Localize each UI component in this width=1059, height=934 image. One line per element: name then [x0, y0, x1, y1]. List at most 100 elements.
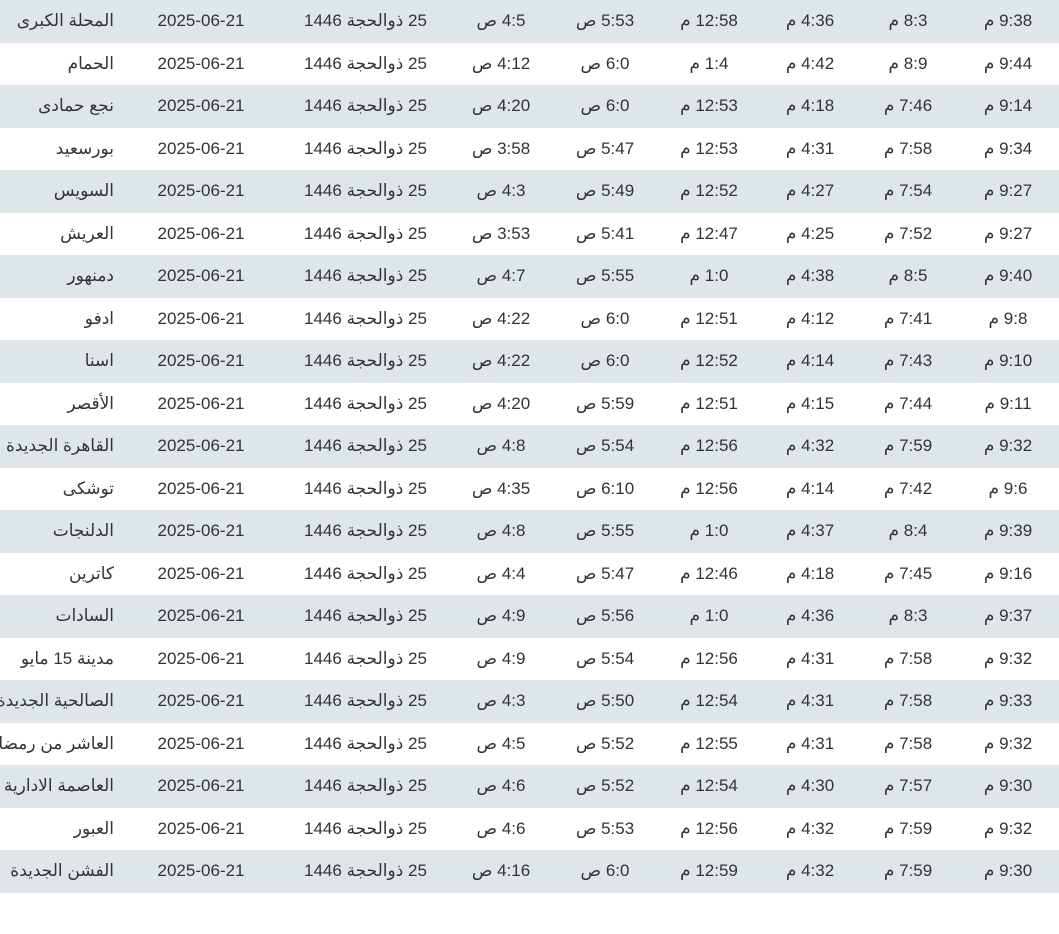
cell-isha: 9:30 م — [983, 776, 1033, 796]
cell-city: توشكى — [62, 478, 114, 498]
cell-asr: 4:37 م — [785, 521, 835, 541]
cell-shuruq: 6:0 ص — [580, 53, 630, 73]
cell-isha: 9:30 م — [983, 861, 1033, 881]
cell-isha: 9:16 م — [983, 563, 1033, 583]
cell-city: القاهرة الجديدة — [5, 436, 114, 456]
cell-shuruq: 5:55 ص — [575, 521, 635, 541]
cell-maghrib: 7:43 م — [883, 351, 933, 371]
cell-city: كاترين — [68, 563, 114, 583]
cell-fajr: 4:20 ص — [471, 96, 531, 116]
cell-city: السويس — [53, 181, 114, 201]
table-row: 9:39 م 8:4 م 4:37 م 1:0 م 5:55 ص 4:8 ص 25 ذوال… — [0, 510, 1059, 553]
table-row: 9:10 م 7:43 م 4:14 م 12:52 م 6:0 ص 4:22 ص 25 ذ… — [0, 340, 1059, 383]
cell-dhuhr: 12:54 م — [680, 776, 738, 796]
cell-shuruq: 6:0 ص — [580, 861, 630, 881]
cell-dhuhr: 12:46 م — [680, 563, 738, 583]
cell-gregorian: 2025-06-21 — [157, 606, 245, 626]
cell-gregorian: 2025-06-21 — [157, 563, 245, 583]
cell-isha: 9:32 م — [983, 733, 1033, 753]
cell-fajr: 4:8 ص — [476, 436, 526, 456]
cell-hijri: 25 ذوالحجة 1446 — [304, 776, 427, 796]
cell-city: نجع حمادى — [38, 96, 114, 116]
cell-maghrib: 7:59 م — [883, 436, 933, 456]
cell-isha: 9:10 م — [983, 351, 1033, 371]
cell-city: دمنهور — [67, 266, 114, 286]
cell-gregorian: 2025-06-21 — [157, 818, 245, 838]
cell-gregorian: 2025-06-21 — [157, 351, 245, 371]
cell-hijri: 25 ذوالحجة 1446 — [304, 351, 427, 371]
cell-gregorian: 2025-06-21 — [157, 53, 245, 73]
cell-isha: 9:8 م — [988, 308, 1028, 328]
cell-gregorian: 2025-06-21 — [157, 11, 245, 31]
cell-hijri: 25 ذوالحجة 1446 — [304, 266, 427, 286]
prayer-times-body: 9:38 م 8:3 م 4:36 م 12:58 م 5:53 ص 4:5 ص 25 ذو… — [0, 0, 1059, 893]
cell-shuruq: 5:47 ص — [575, 563, 635, 583]
cell-fajr: 4:5 ص — [476, 733, 526, 753]
cell-isha: 9:6 م — [988, 478, 1028, 498]
cell-asr: 4:14 م — [785, 478, 835, 498]
table-row: 9:37 م 8:3 م 4:36 م 1:0 م 5:56 ص 4:9 ص 25 ذوال… — [0, 595, 1059, 638]
cell-asr: 4:31 م — [785, 691, 835, 711]
table-row: 9:32 م 7:59 م 4:32 م 12:56 م 5:53 ص 4:6 ص 25 ذ… — [0, 807, 1059, 850]
cell-hijri: 25 ذوالحجة 1446 — [304, 11, 427, 31]
table-row: 9:33 م 7:58 م 4:31 م 12:54 م 5:50 ص 4:3 ص 25 ذ… — [0, 680, 1059, 723]
cell-city: الفشن الجديدة — [10, 861, 114, 881]
table-row: 9:16 م 7:45 م 4:18 م 12:46 م 5:47 ص 4:4 ص 25 ذ… — [0, 552, 1059, 595]
cell-gregorian: 2025-06-21 — [157, 478, 245, 498]
cell-asr: 4:27 م — [785, 181, 835, 201]
cell-dhuhr: 1:0 م — [689, 266, 729, 286]
cell-asr: 4:36 م — [785, 606, 835, 626]
cell-city: بورسعيد — [55, 138, 114, 158]
cell-gregorian: 2025-06-21 — [157, 181, 245, 201]
cell-shuruq: 5:52 ص — [575, 733, 635, 753]
cell-city: اسنا — [84, 351, 114, 371]
cell-hijri: 25 ذوالحجة 1446 — [304, 53, 427, 73]
cell-dhuhr: 12:52 م — [680, 181, 738, 201]
cell-city: العاصمة الادارية الجديدة — [0, 776, 114, 796]
cell-fajr: 4:8 ص — [476, 521, 526, 541]
cell-hijri: 25 ذوالحجة 1446 — [304, 648, 427, 668]
cell-shuruq: 6:0 ص — [580, 96, 630, 116]
cell-gregorian: 2025-06-21 — [157, 266, 245, 286]
table-row: 9:32 م 7:58 م 4:31 م 12:55 م 5:52 ص 4:5 ص 25 ذ… — [0, 722, 1059, 765]
cell-dhuhr: 12:56 م — [680, 436, 738, 456]
cell-fajr: 4:3 ص — [476, 181, 526, 201]
cell-dhuhr: 12:51 م — [680, 393, 738, 413]
cell-isha: 9:14 م — [983, 96, 1033, 116]
table-row: 9:11 م 7:44 م 4:15 م 12:51 م 5:59 ص 4:20 ص 25 … — [0, 382, 1059, 425]
table-row: 9:38 م 8:3 م 4:36 م 12:58 م 5:53 ص 4:5 ص 25 ذو… — [0, 0, 1059, 43]
cell-city: مدينة 15 مايو — [20, 648, 114, 668]
cell-dhuhr: 1:0 م — [689, 521, 729, 541]
cell-hijri: 25 ذوالحجة 1446 — [304, 521, 427, 541]
cell-hijri: 25 ذوالحجة 1446 — [304, 733, 427, 753]
cell-fajr: 4:4 ص — [476, 563, 526, 583]
cell-asr: 4:32 م — [785, 861, 835, 881]
cell-maghrib: 7:41 م — [883, 308, 933, 328]
cell-isha: 9:38 م — [983, 11, 1033, 31]
table-row: 9:27 م 7:52 م 4:25 م 12:47 م 5:41 ص 3:53 ص 25 … — [0, 212, 1059, 255]
cell-fajr: 4:16 ص — [471, 861, 531, 881]
cell-hijri: 25 ذوالحجة 1446 — [304, 818, 427, 838]
cell-maghrib: 8:3 م — [888, 606, 928, 626]
cell-gregorian: 2025-06-21 — [157, 861, 245, 881]
cell-asr: 4:38 م — [785, 266, 835, 286]
cell-gregorian: 2025-06-21 — [157, 733, 245, 753]
cell-dhuhr: 1:0 م — [689, 606, 729, 626]
cell-maghrib: 7:57 م — [883, 776, 933, 796]
cell-city: العبور — [73, 818, 114, 838]
cell-shuruq: 5:53 ص — [575, 818, 635, 838]
cell-hijri: 25 ذوالحجة 1446 — [304, 393, 427, 413]
cell-hijri: 25 ذوالحجة 1446 — [304, 138, 427, 158]
cell-asr: 4:31 م — [785, 648, 835, 668]
cell-isha: 9:37 م — [983, 606, 1033, 626]
cell-dhuhr: 12:53 م — [680, 96, 738, 116]
cell-shuruq: 5:52 ص — [575, 776, 635, 796]
cell-shuruq: 5:54 ص — [575, 648, 635, 668]
cell-maghrib: 7:58 م — [883, 138, 933, 158]
prayer-times-table: 9:38 م 8:3 م 4:36 م 12:58 م 5:53 ص 4:5 ص 25 ذو… — [0, 0, 1059, 893]
cell-isha: 9:27 م — [983, 181, 1033, 201]
cell-dhuhr: 1:4 م — [689, 53, 729, 73]
cell-isha: 9:11 م — [984, 393, 1032, 413]
cell-shuruq: 5:41 ص — [575, 223, 635, 243]
cell-city: السادات — [55, 606, 114, 626]
